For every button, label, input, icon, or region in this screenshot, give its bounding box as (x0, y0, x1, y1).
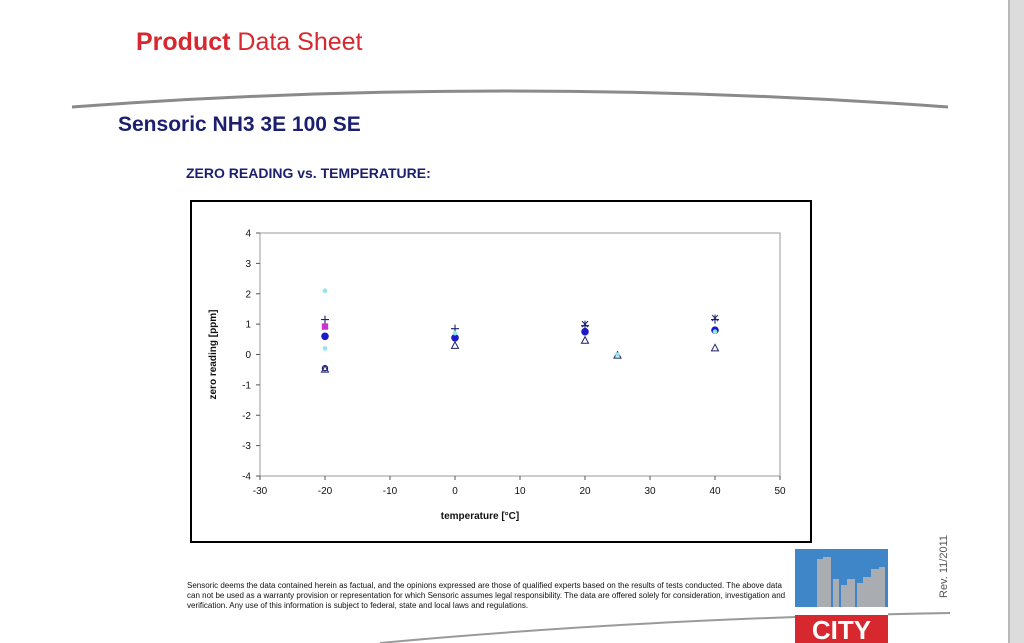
x-tick-label: -10 (383, 486, 398, 497)
disclaimer-text: Sensoric deems the data contained herein… (187, 581, 786, 610)
data-point-plus (321, 315, 329, 324)
x-tick-label: -20 (318, 486, 333, 497)
data-point-star (581, 320, 589, 328)
x-tick-label: 0 (452, 486, 458, 497)
y-tick-label: -3 (242, 441, 251, 452)
data-point-circle-filled (581, 327, 589, 336)
page-header-title: Product Data Sheet (136, 28, 363, 57)
y-tick-label: 4 (245, 229, 251, 240)
revision-label: Rev. 11/2011 (938, 535, 950, 598)
y-axis-label: zero reading [ppm] (208, 309, 219, 399)
chart-heading: ZERO READING vs. TEMPERATURE: (186, 165, 431, 181)
data-point-dot (322, 288, 328, 294)
data-point-triangle-open (450, 340, 460, 349)
x-tick-label: 20 (579, 486, 591, 497)
logo-text: CITY (812, 615, 871, 643)
x-tick-label: -30 (253, 486, 268, 497)
x-tick-label: 50 (774, 486, 786, 497)
zero-reading-chart: -30 -20 -10 0 10 20 30 40 5043210-1-2-3-4tempera… (208, 229, 786, 523)
data-point-dot (452, 330, 458, 336)
y-tick-label: 1 (245, 320, 251, 331)
y-tick-label: 3 (245, 259, 251, 270)
page-edge-shadow (1008, 0, 1010, 643)
y-tick-label: 2 (245, 289, 251, 300)
data-point-circle-filled (451, 333, 459, 342)
data-point-dot (615, 352, 620, 357)
x-axis-label: temperature [°C] (441, 511, 519, 522)
data-point-square-filled (321, 323, 329, 330)
header-brand-word: Product (136, 28, 231, 56)
x-tick-label: 10 (514, 486, 526, 497)
y-tick-label: 0 (245, 350, 251, 361)
data-point-triangle-open (320, 364, 330, 373)
x-tick-label: 40 (709, 486, 721, 497)
data-point-dot (712, 329, 718, 335)
header-title-rest: Data Sheet (237, 28, 363, 56)
data-point-circle-open (321, 364, 329, 372)
y-tick-label: -1 (242, 380, 251, 391)
data-point-triangle-open (710, 343, 720, 352)
y-tick-label: -2 (242, 411, 251, 422)
x-tick-label: 30 (644, 486, 656, 497)
plot-area (259, 232, 781, 477)
data-point-star (711, 314, 719, 322)
product-name: Sensoric NH3 3E 100 SE (118, 113, 361, 136)
city-logo: CITY (795, 549, 888, 643)
page-edge (1010, 0, 1024, 643)
data-point-triangle-open (580, 335, 590, 344)
chart-frame: -30 -20 -10 0 10 20 30 40 50 4 3 2 1 0 -1 -2 -3 -4 tempera… (190, 200, 812, 543)
data-point-circle-filled (321, 332, 329, 341)
y-tick-label: -4 (242, 472, 251, 483)
data-point-dot (322, 346, 328, 351)
